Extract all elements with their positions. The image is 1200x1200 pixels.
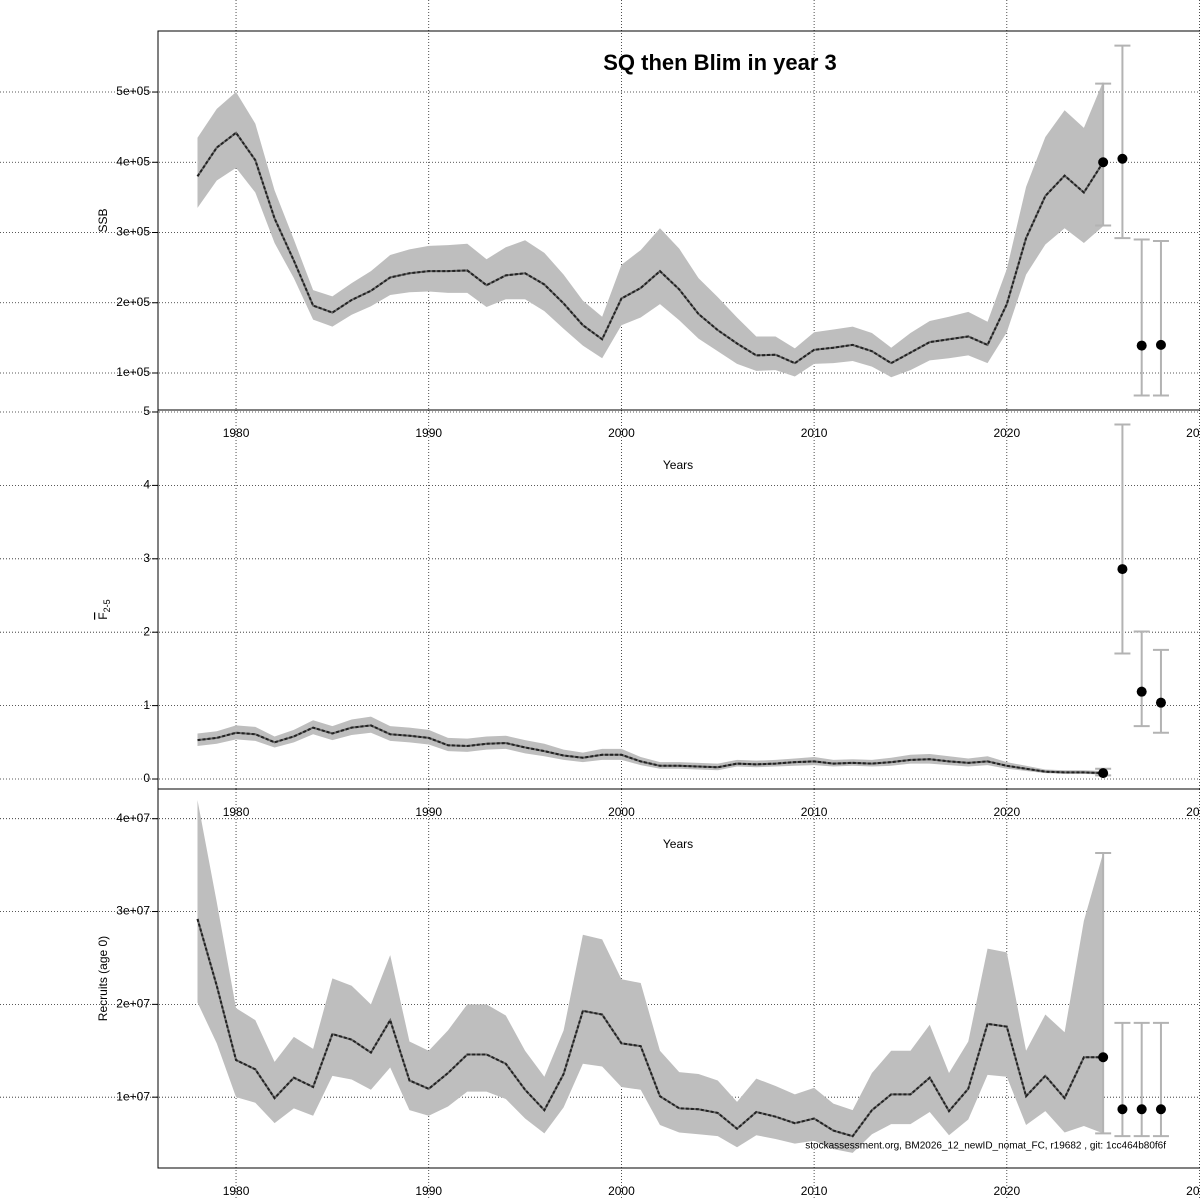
x-tick-label: 1980 (223, 805, 250, 819)
y-axis-label: F2-5 (96, 599, 112, 619)
y-tick-label: 1 (143, 698, 150, 712)
y-tick-label: 5e+05 (116, 84, 150, 98)
forecast-point (1098, 1052, 1109, 1063)
y-axis-label-sub: 2-5 (102, 599, 112, 612)
confidence-band (197, 716, 1104, 775)
x-tick-label: 1990 (415, 805, 442, 819)
plot-frame (157, 788, 1200, 1169)
forecast-point (1136, 686, 1147, 697)
confidence-band (197, 800, 1104, 1153)
y-axis-label: Recruits (age 0) (96, 936, 110, 1021)
y-tick-label: 2 (143, 624, 150, 638)
chart-title: SQ then Blim in year 3 (603, 50, 837, 75)
forecast-point (1117, 1104, 1128, 1115)
x-tick-label: 2000 (608, 805, 635, 819)
x-tick-label: 2030 (1186, 1184, 1200, 1198)
forecast-point (1155, 339, 1166, 350)
forecast-point (1098, 157, 1109, 168)
x-tick-label: 2000 (608, 1184, 635, 1198)
x-axis-label: Years (663, 837, 693, 851)
x-axis-label: Years (663, 458, 693, 472)
y-tick-label: 4e+05 (116, 154, 150, 168)
x-tick-label: 2010 (801, 426, 828, 440)
y-tick-label: 3e+07 (116, 904, 150, 918)
x-tick-label: 1990 (415, 426, 442, 440)
forecast-point (1098, 768, 1109, 779)
x-tick-label: 2010 (801, 805, 828, 819)
y-tick-label: 2e+05 (116, 295, 150, 309)
x-tick-label: 2020 (993, 805, 1020, 819)
forecast-point (1117, 564, 1128, 575)
y-tick-label: 4 (143, 478, 150, 492)
forecast-point (1136, 1104, 1147, 1115)
x-tick-label: 1980 (223, 426, 250, 440)
x-tick-label: 2020 (993, 1184, 1020, 1198)
y-tick-label: 3e+05 (116, 225, 150, 239)
forecast-point (1155, 1104, 1166, 1115)
y-tick-label: 5 (143, 404, 150, 418)
x-tick-label: 1980 (223, 1184, 250, 1198)
y-tick-label: 0 (143, 771, 150, 785)
x-tick-label: 2030 (1186, 805, 1200, 819)
forecast-point (1136, 340, 1147, 351)
x-tick-label: 2000 (608, 426, 635, 440)
y-tick-label: 4e+07 (116, 811, 150, 825)
forecast-point (1117, 153, 1128, 164)
y-tick-label: 1e+05 (116, 365, 150, 379)
y-tick-label: 2e+07 (116, 997, 150, 1011)
y-tick-label: 3 (143, 551, 150, 565)
y-axis-label: SSB (96, 208, 110, 232)
confidence-band (197, 81, 1104, 378)
estimate-line (197, 724, 1104, 775)
footer: stockassessment.org, BM2026_12_newID_nom… (805, 1141, 1166, 1152)
estimate-line (196, 131, 1104, 365)
estimate-line (196, 918, 1104, 1138)
y-tick-label: 1e+07 (116, 1089, 150, 1103)
x-tick-label: 1990 (415, 1184, 442, 1198)
x-tick-label: 2020 (993, 426, 1020, 440)
x-tick-label: 2010 (801, 1184, 828, 1198)
x-tick-label: 2030 (1186, 426, 1200, 440)
forecast-point (1155, 697, 1166, 708)
y-axis-label-main: F (96, 612, 110, 619)
